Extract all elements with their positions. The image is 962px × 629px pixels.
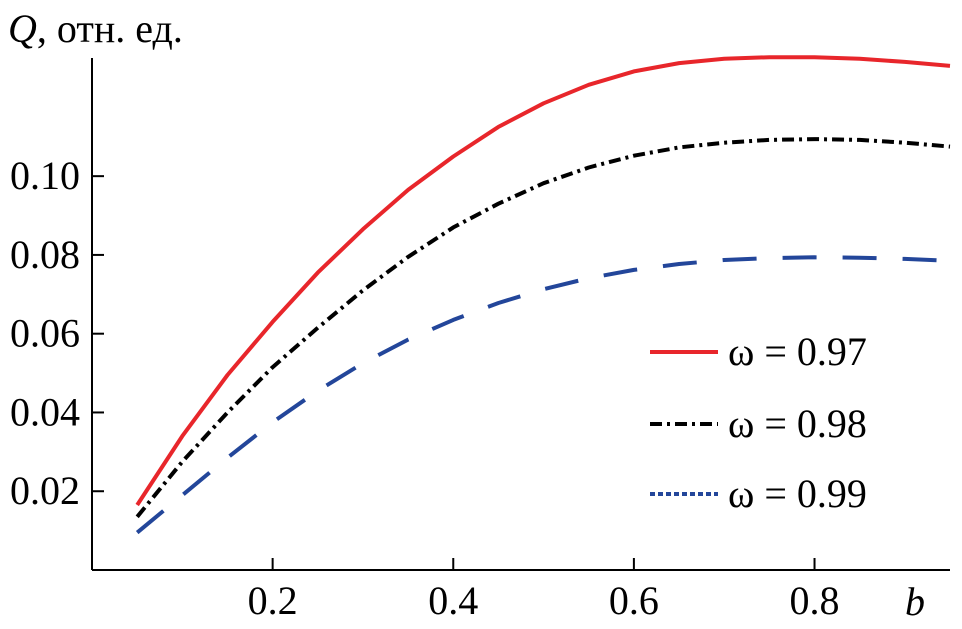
y-tick-label: 0.06 [10,311,80,356]
y-tick-label: 0.02 [10,468,80,513]
series-line-3 [135,255,951,535]
y-tick-label: 0.10 [10,153,80,198]
series-line-2 [135,137,951,519]
x-tick-label: 0.2 [248,578,298,623]
x-tick-label: 0.8 [790,578,840,623]
legend-label-3: ω = 0.99 [728,471,867,516]
series-line-1 [135,55,951,507]
y-tick-label: 0.08 [10,232,80,277]
y-tick-label: 0.04 [10,389,80,434]
y-axis-unit: , отн. ед. [37,6,183,51]
plot-area: 0.02 0.04 0.06 0.08 0.10 0.2 0.4 0.6 0.8 ω = 0.97… [10,55,951,623]
y-axis-symbol: Q [8,6,37,51]
x-tick-label: 0.6 [609,578,659,623]
y-axis-title: Q, отн. ед. [8,6,183,51]
x-tick-label: 0.4 [428,578,478,623]
legend-label-2: ω = 0.98 [728,401,867,446]
legend-label-1: ω = 0.97 [728,329,867,374]
x-axis-title: b [905,579,925,624]
